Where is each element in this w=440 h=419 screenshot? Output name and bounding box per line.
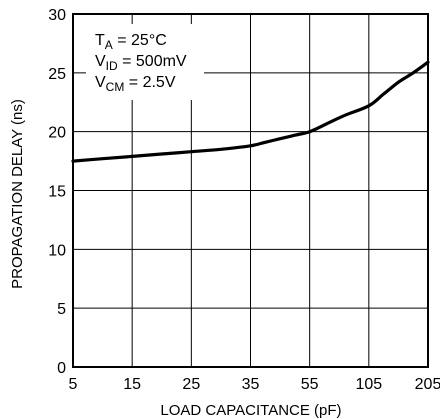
y-axis-label: PROPAGATION DELAY (ns) [9, 99, 26, 289]
x-axis-label: LOAD CAPACITANCE (pF) [160, 402, 341, 419]
x-tick-label: 25 [182, 376, 200, 393]
x-tick-label: 105 [355, 376, 382, 393]
y-tick-label: 15 [48, 184, 66, 201]
x-tick-label: 55 [301, 376, 319, 393]
delay-curve [71, 60, 430, 163]
x-tick-label: 205 [415, 376, 440, 393]
y-tick-labels: 0 5 10 15 20 25 30 [48, 7, 66, 377]
y-tick-label: 10 [48, 242, 66, 259]
y-tick-label: 0 [57, 360, 66, 377]
condition-line: VID = 500mV [95, 53, 187, 73]
y-tick-label: 20 [48, 125, 66, 142]
plot-frame [72, 13, 429, 368]
x-tick-labels: 5 15 25 35 55 105 205 [69, 376, 440, 393]
x-tick-label: 5 [69, 376, 78, 393]
curve-layer [71, 60, 430, 163]
y-tick-label: 5 [57, 301, 66, 318]
annotation-background [86, 24, 204, 100]
y-tick-label: 30 [48, 7, 66, 24]
x-tick-label: 35 [242, 376, 260, 393]
x-tick-label: 15 [123, 376, 141, 393]
condition-line: TA = 25°C [95, 32, 167, 52]
y-tick-label: 25 [48, 66, 66, 83]
condition-line: VCM = 2.5V [95, 74, 176, 94]
